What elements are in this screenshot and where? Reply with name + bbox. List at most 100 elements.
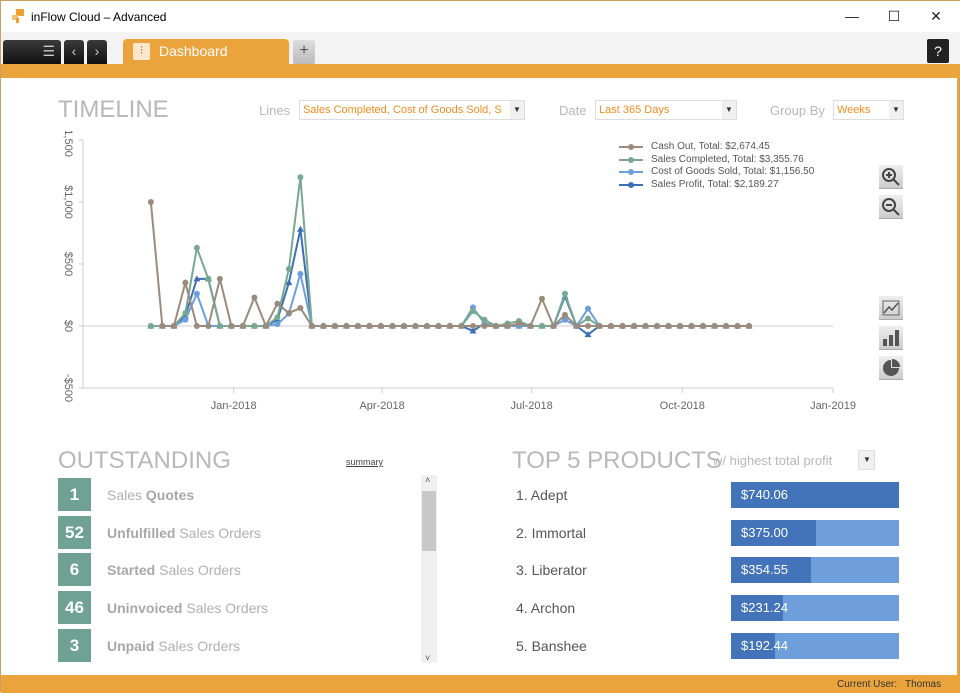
bar-fill [731,519,817,546]
minimize-button[interactable]: — [845,8,859,24]
chart-legend: Cash Out, Total: $2,674.45 Sales Complete… [619,141,814,191]
product-profit-value: $354.55 [741,562,788,578]
product-name[interactable]: 5. Banshee [516,637,587,654]
zoom-in-button[interactable] [879,165,903,189]
bar-fill [731,595,784,622]
data-point [435,323,442,329]
date-select[interactable]: Last 365 Days ▼ [595,100,737,120]
maximize-button[interactable]: ☐ [887,8,901,24]
window-border [957,64,959,693]
tab-label: Dashboard [159,43,228,59]
scroll-up-icon[interactable]: ˄ [425,475,431,485]
data-point [746,323,753,329]
legend-swatch [619,156,643,163]
data-point [561,316,568,323]
outstanding-item[interactable]: 46 Uninvoiced Sales Orders [58,591,418,625]
data-point [285,309,292,316]
series-line [150,177,750,328]
row-word: Sales [107,487,143,503]
lines-select[interactable]: Sales Completed, Cost of Goods Sold, S ▼ [299,100,525,120]
tab-dashboard[interactable]: ⫶ Dashboard [123,39,289,64]
forward-button[interactable]: › [87,40,107,64]
bar-fill [731,482,899,508]
data-point [320,323,327,329]
y-tick-label: $500 [62,252,74,276]
data-point [596,323,603,329]
data-point [205,275,212,282]
chevron-down-icon: ▼ [722,101,736,119]
product-profit-value: $231.24 [741,600,788,616]
product-profit-bar: $375.00 [731,519,899,546]
current-user-label: Current User: [837,679,898,690]
data-point [723,323,730,329]
legend-swatch [619,181,643,188]
data-point [147,323,154,329]
current-user: Thomas [905,679,942,690]
series-line [150,273,750,328]
data-point [561,290,568,297]
data-point [677,323,684,329]
product-profit-bar: $231.24 [731,595,899,622]
outstanding-label: Uninvoiced Sales Orders [107,600,268,616]
product-name[interactable]: 2. Immortal [516,524,587,541]
data-point [274,300,281,307]
group-by-select[interactable]: Weeks ▼ [833,100,904,120]
data-point [193,275,201,282]
data-point [262,323,269,329]
bar-chart-button[interactable] [879,326,903,350]
timeline-title: TIMELINE [58,96,169,123]
product-name[interactable]: 1. Adept [516,487,568,503]
zoom-out-button[interactable] [879,195,903,219]
product-name[interactable]: 3. Liberator [516,562,587,579]
product-name[interactable]: 4. Archon [516,600,576,617]
chevron-down-icon: ▼ [510,101,524,119]
data-point [239,323,246,329]
data-point [274,321,281,328]
product-profit-value: $375.00 [741,524,788,540]
legend-swatch [619,169,643,175]
data-point [688,323,695,329]
back-button[interactable]: ‹ [64,40,84,64]
data-point [159,323,166,329]
data-point [205,323,212,329]
line-chart-button[interactable] [879,296,903,320]
close-button[interactable]: ✕ [930,8,942,24]
data-point [550,323,557,329]
outstanding-scrollbar[interactable]: ˄ ˅ [421,475,437,663]
row-emphasis: Unfulfilled [107,524,176,541]
accent-bar [1,64,960,78]
outstanding-item[interactable]: 52 Unfulfilled Sales Orders [58,515,418,550]
group-by-value: Weeks [837,104,871,116]
outstanding-item[interactable]: 3 Unpaid Sales Orders [58,628,418,663]
product-profit-bar: $354.55 [731,557,899,584]
data-point [400,323,407,329]
data-point [642,323,649,329]
count-badge: 3 [58,628,91,662]
scroll-down-icon[interactable]: ˅ [425,653,431,663]
help-button[interactable]: ? [927,39,949,63]
data-point [469,308,476,315]
outstanding-label: Started Sales Orders [107,562,241,578]
outstanding-item[interactable]: 6 Started Sales Orders [58,553,418,587]
top5-metric-dropdown[interactable]: ▼ [858,450,875,470]
data-point [331,323,338,329]
data-point [193,244,200,251]
data-point [515,320,522,327]
group-by-label: Group By [770,103,825,118]
data-point [297,270,304,277]
outstanding-item[interactable]: 1 Sales Quotes [58,478,418,512]
scroll-thumb[interactable] [422,491,436,551]
data-point [182,309,189,316]
chevron-down-icon: ▼ [860,451,874,469]
menu-button[interactable]: ☰ [3,40,61,64]
summary-link[interactable]: summary [346,457,384,467]
add-tab-button[interactable]: + [293,40,315,64]
data-point [469,327,477,334]
row-word: Sales Orders [159,562,241,579]
y-tick-label: -$500 [62,374,74,402]
data-point [228,323,235,329]
data-point [584,331,592,338]
legend-entry: Cash Out, Total: $2,674.45 [619,141,814,154]
pie-chart-button[interactable] [879,356,903,380]
data-point [446,323,453,329]
